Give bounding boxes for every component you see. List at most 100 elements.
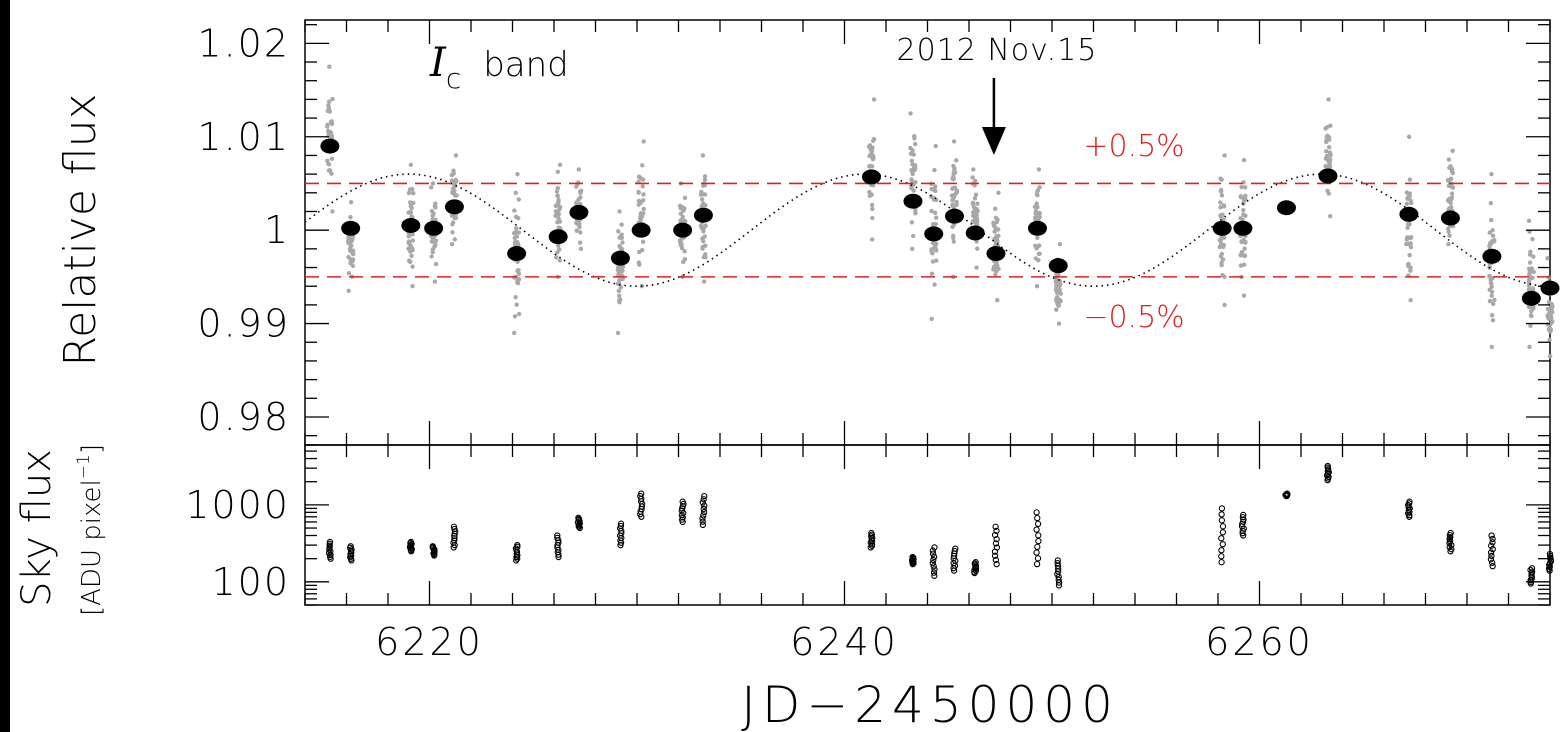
individual-point xyxy=(408,162,414,167)
sky-flux-point xyxy=(931,572,938,579)
individual-point xyxy=(409,253,414,259)
individual-point xyxy=(991,264,997,270)
individual-point xyxy=(1448,200,1453,206)
individual-point xyxy=(432,279,438,284)
individual-point xyxy=(1328,123,1333,128)
individual-point xyxy=(954,158,959,163)
date-annotation: 2012 Nov.15 xyxy=(896,33,1097,68)
individual-point xyxy=(993,206,998,211)
model-curve xyxy=(304,173,1548,287)
individual-point xyxy=(994,235,999,241)
sky-flux-point xyxy=(1054,560,1061,567)
individual-point xyxy=(1037,251,1042,256)
individual-point xyxy=(932,244,937,250)
individual-point xyxy=(619,235,625,241)
individual-point xyxy=(516,197,521,202)
individual-point xyxy=(1447,233,1452,238)
nightly-mean-point xyxy=(631,222,651,238)
individual-point xyxy=(1406,134,1412,139)
individual-point xyxy=(329,156,335,161)
individual-point xyxy=(553,209,559,214)
sky-flux-point xyxy=(929,547,937,554)
sky-flux-point xyxy=(700,496,707,503)
individual-point xyxy=(638,216,643,222)
sky-flux-point xyxy=(930,553,938,561)
individual-point xyxy=(618,285,623,290)
individual-point xyxy=(1238,252,1243,258)
individual-point xyxy=(449,172,455,178)
sky-flux-point xyxy=(348,546,355,553)
individual-point xyxy=(930,222,936,227)
individual-point xyxy=(578,195,583,200)
individual-point xyxy=(1489,217,1494,223)
individual-point xyxy=(576,167,582,172)
individual-point xyxy=(702,192,708,197)
individual-point xyxy=(556,216,561,221)
individual-point xyxy=(679,245,685,251)
nightly-mean-point xyxy=(320,138,340,154)
individual-point xyxy=(350,248,356,253)
individual-point xyxy=(699,197,705,202)
individual-point xyxy=(993,272,998,277)
sky-flux-point xyxy=(701,492,708,500)
individual-point xyxy=(406,190,412,196)
nightly-mean-point xyxy=(1048,258,1068,274)
individual-point xyxy=(410,284,415,289)
individual-point xyxy=(1054,282,1059,287)
sky-flux-point xyxy=(1218,517,1226,524)
nightly-mean-point xyxy=(1233,220,1253,236)
individual-point xyxy=(636,190,641,195)
individual-point xyxy=(616,298,622,303)
individual-point xyxy=(1407,177,1413,182)
sky-flux-point xyxy=(1034,543,1041,550)
individual-point xyxy=(1490,318,1496,323)
individual-point xyxy=(933,215,939,220)
sky-flux-point xyxy=(1218,505,1226,512)
sky-flux-point xyxy=(1219,541,1226,548)
individual-point xyxy=(641,139,646,144)
individual-point xyxy=(1404,241,1409,247)
minus-reference-label: −0.5% xyxy=(1083,300,1184,335)
sky-flux-point xyxy=(1487,549,1495,556)
individual-point xyxy=(350,251,356,257)
individual-point xyxy=(1489,293,1494,298)
individual-point xyxy=(1446,241,1451,247)
individual-point xyxy=(1055,302,1061,308)
relative-flux-panel: 0.98 0.99 1 1.01 1.02 xyxy=(197,19,1560,446)
individual-point xyxy=(996,227,1001,232)
individual-point xyxy=(912,167,917,173)
sky-flux-point xyxy=(972,559,979,566)
individual-point xyxy=(408,249,413,254)
individual-point xyxy=(553,203,559,209)
individual-point xyxy=(431,211,436,216)
individual-point xyxy=(430,249,435,255)
individual-point xyxy=(556,243,561,248)
individual-point xyxy=(1487,230,1493,235)
sky-flux-point xyxy=(951,547,958,555)
individual-point xyxy=(700,153,706,158)
individual-point xyxy=(934,248,939,253)
individual-point xyxy=(617,293,622,298)
individual-point xyxy=(1219,193,1225,198)
sky-flux-point xyxy=(1488,542,1495,549)
individual-point xyxy=(450,222,455,227)
individual-point xyxy=(950,186,955,192)
band-label: Ic band xyxy=(429,40,569,95)
nightly-mean-point xyxy=(965,225,985,241)
individual-point xyxy=(513,190,518,196)
individual-point xyxy=(428,185,434,190)
individual-point xyxy=(1529,313,1534,319)
individual-point xyxy=(410,264,415,269)
individual-point xyxy=(330,96,335,102)
individual-point xyxy=(974,265,979,270)
individual-point xyxy=(934,258,939,263)
individual-point xyxy=(516,276,522,282)
individual-point xyxy=(970,200,976,205)
sky-flux-point xyxy=(1035,537,1042,545)
individual-point xyxy=(620,240,625,245)
sky-flux-point xyxy=(909,553,916,561)
individual-point xyxy=(578,246,584,252)
individual-point xyxy=(1239,184,1244,190)
sky-flux-panel: 6220 6240 6260 100 1000 xyxy=(185,444,1555,664)
individual-point xyxy=(910,246,915,252)
